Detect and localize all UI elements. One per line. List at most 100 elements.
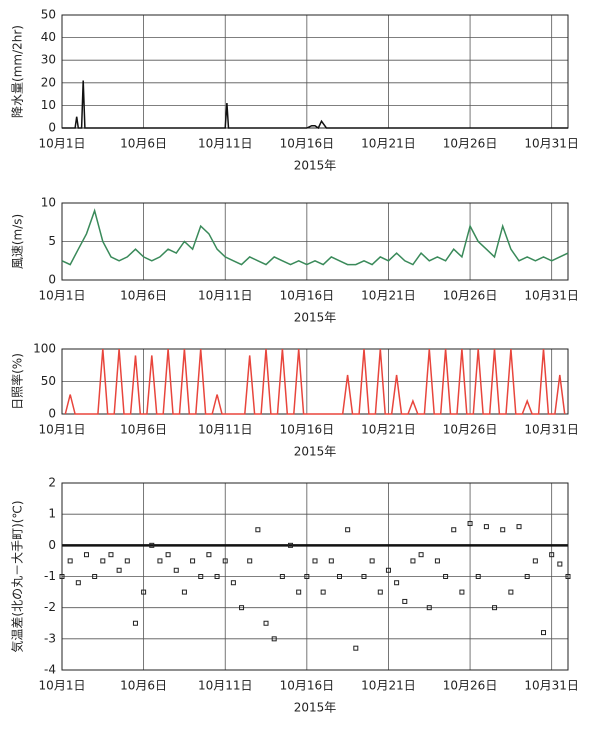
data-point — [377, 589, 383, 595]
data-point — [369, 558, 375, 564]
data-point — [500, 527, 506, 533]
data-point — [116, 567, 122, 573]
x-tick-label: 10月16日 — [280, 137, 335, 151]
y-tick-label: 50 — [41, 8, 56, 22]
data-point — [67, 558, 73, 564]
y-tick-label: 0 — [48, 273, 56, 287]
x-tick-label: 10月31日 — [524, 423, 579, 437]
y-tick-label: 1 — [48, 507, 56, 521]
data-point — [320, 589, 326, 595]
data-point — [508, 589, 514, 595]
y-tick-label: -2 — [44, 600, 56, 614]
data-point — [304, 574, 310, 579]
x-tick-label: 10月11日 — [198, 679, 253, 693]
y-tick-label: 5 — [48, 234, 56, 248]
x-axis-label: 2015年 — [294, 445, 337, 459]
x-tick-label: 10月16日 — [280, 423, 335, 437]
y-axis-label: 風速(m/s) — [11, 214, 25, 269]
data-point — [59, 574, 65, 579]
x-axis-label: 2015年 — [294, 701, 337, 715]
x-tick-label: 10月6日 — [120, 289, 167, 303]
plot-frame — [61, 482, 569, 671]
data-point — [206, 552, 212, 558]
x-tick-label: 10月11日 — [198, 289, 253, 303]
data-point — [336, 574, 342, 579]
data-point — [92, 574, 98, 579]
x-tick-label: 10月21日 — [361, 679, 416, 693]
x-tick-label: 10月11日 — [198, 137, 253, 151]
y-tick-label: 10 — [41, 196, 56, 210]
x-axis-label: 2015年 — [294, 311, 337, 325]
x-axis-label: 2015年 — [294, 159, 337, 173]
data-point — [492, 605, 498, 611]
data-point — [132, 620, 138, 626]
data-point — [279, 574, 285, 579]
data-point — [173, 567, 179, 573]
x-tick-label: 10月16日 — [280, 289, 335, 303]
data-point — [532, 558, 538, 564]
data-point — [288, 542, 294, 548]
data-point — [345, 527, 351, 533]
data-point — [190, 558, 196, 564]
x-tick-label: 10月1日 — [39, 679, 86, 693]
y-tick-label: -4 — [44, 663, 56, 677]
data-point — [165, 552, 171, 558]
data-point — [565, 574, 571, 579]
y-tick-label: 10 — [41, 98, 56, 112]
data-point — [124, 558, 130, 564]
x-tick-label: 10月6日 — [120, 137, 167, 151]
data-point — [181, 589, 187, 595]
data-point — [296, 589, 302, 595]
data-line — [64, 348, 566, 415]
data-point — [394, 580, 400, 586]
data-point — [222, 558, 228, 564]
y-tick-label: 20 — [41, 75, 56, 89]
data-point — [426, 605, 432, 611]
x-tick-label: 10月26日 — [443, 679, 498, 693]
x-tick-label: 10月21日 — [361, 423, 416, 437]
data-point — [108, 552, 114, 558]
y-tick-label: 0 — [48, 121, 56, 135]
data-point — [353, 645, 359, 651]
y-tick-label: 0 — [48, 407, 56, 421]
data-point — [475, 574, 481, 579]
y-tick-label: -1 — [44, 569, 56, 583]
data-point — [312, 558, 318, 564]
data-point — [451, 527, 457, 533]
data-point — [402, 598, 408, 604]
y-tick-label: 100 — [33, 342, 56, 356]
data-point — [516, 524, 522, 530]
data-point — [541, 630, 547, 636]
data-point — [524, 574, 530, 579]
x-tick-label: 10月1日 — [39, 137, 86, 151]
y-tick-label: -3 — [44, 631, 56, 645]
x-tick-label: 10月26日 — [443, 423, 498, 437]
x-tick-label: 10月6日 — [120, 423, 167, 437]
x-tick-label: 10月31日 — [524, 137, 579, 151]
data-point — [271, 636, 277, 642]
data-point — [549, 552, 555, 558]
y-tick-label: 0 — [48, 538, 56, 552]
x-tick-label: 10月31日 — [524, 679, 579, 693]
plot-frame — [61, 14, 569, 129]
data-point — [385, 567, 391, 573]
data-point — [157, 558, 163, 564]
x-tick-label: 10月21日 — [361, 289, 416, 303]
x-tick-label: 10月31日 — [524, 289, 579, 303]
data-point — [410, 558, 416, 564]
x-tick-label: 10月21日 — [361, 137, 416, 151]
data-point — [467, 521, 473, 527]
y-tick-label: 40 — [41, 30, 56, 44]
data-point — [418, 552, 424, 558]
data-point — [434, 558, 440, 564]
x-tick-label: 10月1日 — [39, 289, 86, 303]
x-tick-label: 10月26日 — [443, 289, 498, 303]
x-tick-label: 10月26日 — [443, 137, 498, 151]
y-axis-label: 降水量(mm/2hr) — [11, 25, 25, 118]
data-point — [141, 589, 147, 595]
y-axis-label: 気温差(北の丸－大手町)(℃) — [10, 500, 25, 652]
data-point — [263, 620, 269, 626]
data-point — [361, 574, 367, 579]
data-point — [83, 552, 89, 558]
